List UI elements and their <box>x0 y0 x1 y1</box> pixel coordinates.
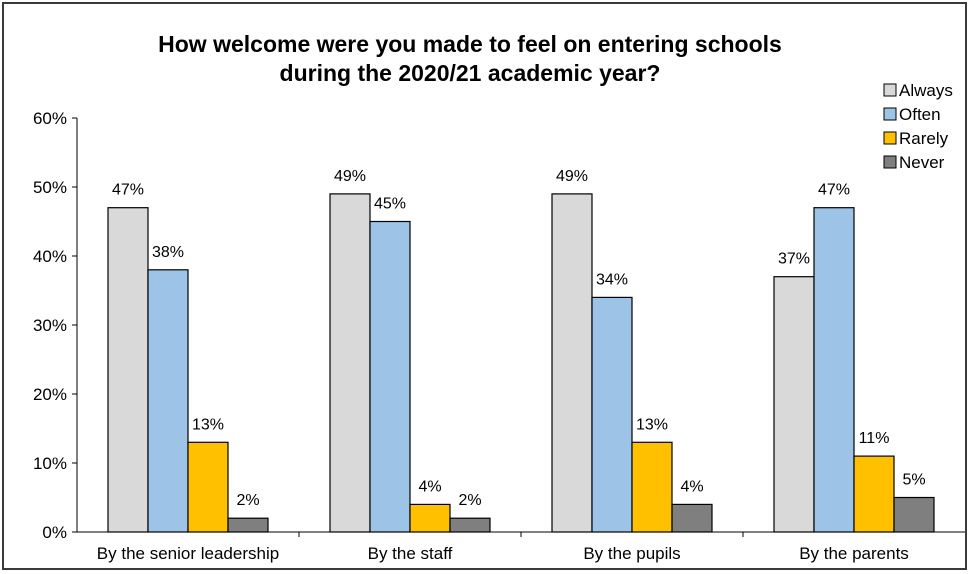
legend-label-never: Never <box>899 153 945 172</box>
legend-swatch-often <box>883 107 897 121</box>
legend-swatch-never <box>883 155 897 169</box>
data-label: 49% <box>334 168 366 185</box>
data-label: 5% <box>902 472 925 489</box>
x-tick-label: By the senior leadership <box>97 544 279 563</box>
data-label: 2% <box>458 492 481 509</box>
bar-often <box>813 207 855 533</box>
chart-data-labels: 47% 38% 13% 2% 49% 45% 4% 2% 49% 34% 13% 4% 37% 47% 11… <box>112 168 926 509</box>
y-tick-label: 20% <box>33 385 67 404</box>
bar-often <box>369 220 411 533</box>
data-label: 34% <box>596 271 628 288</box>
chart-title-line-2: during the 2020/21 academic year? <box>279 60 661 86</box>
bar-never <box>671 503 713 533</box>
x-tick-label: By the pupils <box>583 544 680 563</box>
data-label: 45% <box>374 196 406 213</box>
bar-always <box>329 193 371 533</box>
bar-rarely <box>409 503 451 533</box>
y-tick-label: 30% <box>33 316 67 335</box>
bar-rarely <box>853 455 895 533</box>
x-tick-label: By the parents <box>799 544 909 563</box>
y-tick-label: 40% <box>33 247 67 266</box>
data-label: 37% <box>778 251 810 268</box>
data-label: 47% <box>818 182 850 199</box>
legend-label-rarely: Rarely <box>899 129 949 148</box>
chart-legend: Always Often Rarely Never <box>883 81 953 172</box>
data-label: 38% <box>152 244 184 261</box>
x-tick-label: By the staff <box>368 544 453 563</box>
data-label: 13% <box>636 416 668 433</box>
data-label: 2% <box>236 492 259 509</box>
y-tick-label: 60% <box>33 109 67 128</box>
bar-always <box>773 276 815 533</box>
chart-axes: 0% 10% 20% 30% 40% 50% 60% By the senior leader… <box>33 109 965 563</box>
bar-always <box>107 207 149 533</box>
bar-rarely <box>187 441 229 533</box>
bar-often <box>147 269 189 533</box>
bar-rarely <box>631 441 673 533</box>
data-label: 47% <box>112 182 144 199</box>
y-tick-label: 0% <box>42 523 67 542</box>
y-tick-label: 10% <box>33 454 67 473</box>
data-label: 49% <box>556 168 588 185</box>
data-label: 11% <box>859 430 890 447</box>
bar-always <box>551 193 593 533</box>
bar-never <box>227 517 269 533</box>
legend-label-always: Always <box>899 81 953 100</box>
bar-never <box>449 517 491 533</box>
chart-title: How welcome were you made to feel on ent… <box>60 30 880 88</box>
legend-swatch-rarely <box>883 131 897 145</box>
chart-title-line-1: How welcome were you made to feel on ent… <box>158 31 782 57</box>
data-label: 4% <box>680 478 703 495</box>
legend-label-often: Often <box>899 105 941 124</box>
chart-bars <box>107 193 935 533</box>
data-label: 4% <box>418 478 441 495</box>
data-label: 13% <box>192 416 224 433</box>
y-tick-label: 50% <box>33 178 67 197</box>
bar-never <box>893 496 935 533</box>
bar-often <box>591 296 633 533</box>
legend-swatch-always <box>883 83 897 97</box>
